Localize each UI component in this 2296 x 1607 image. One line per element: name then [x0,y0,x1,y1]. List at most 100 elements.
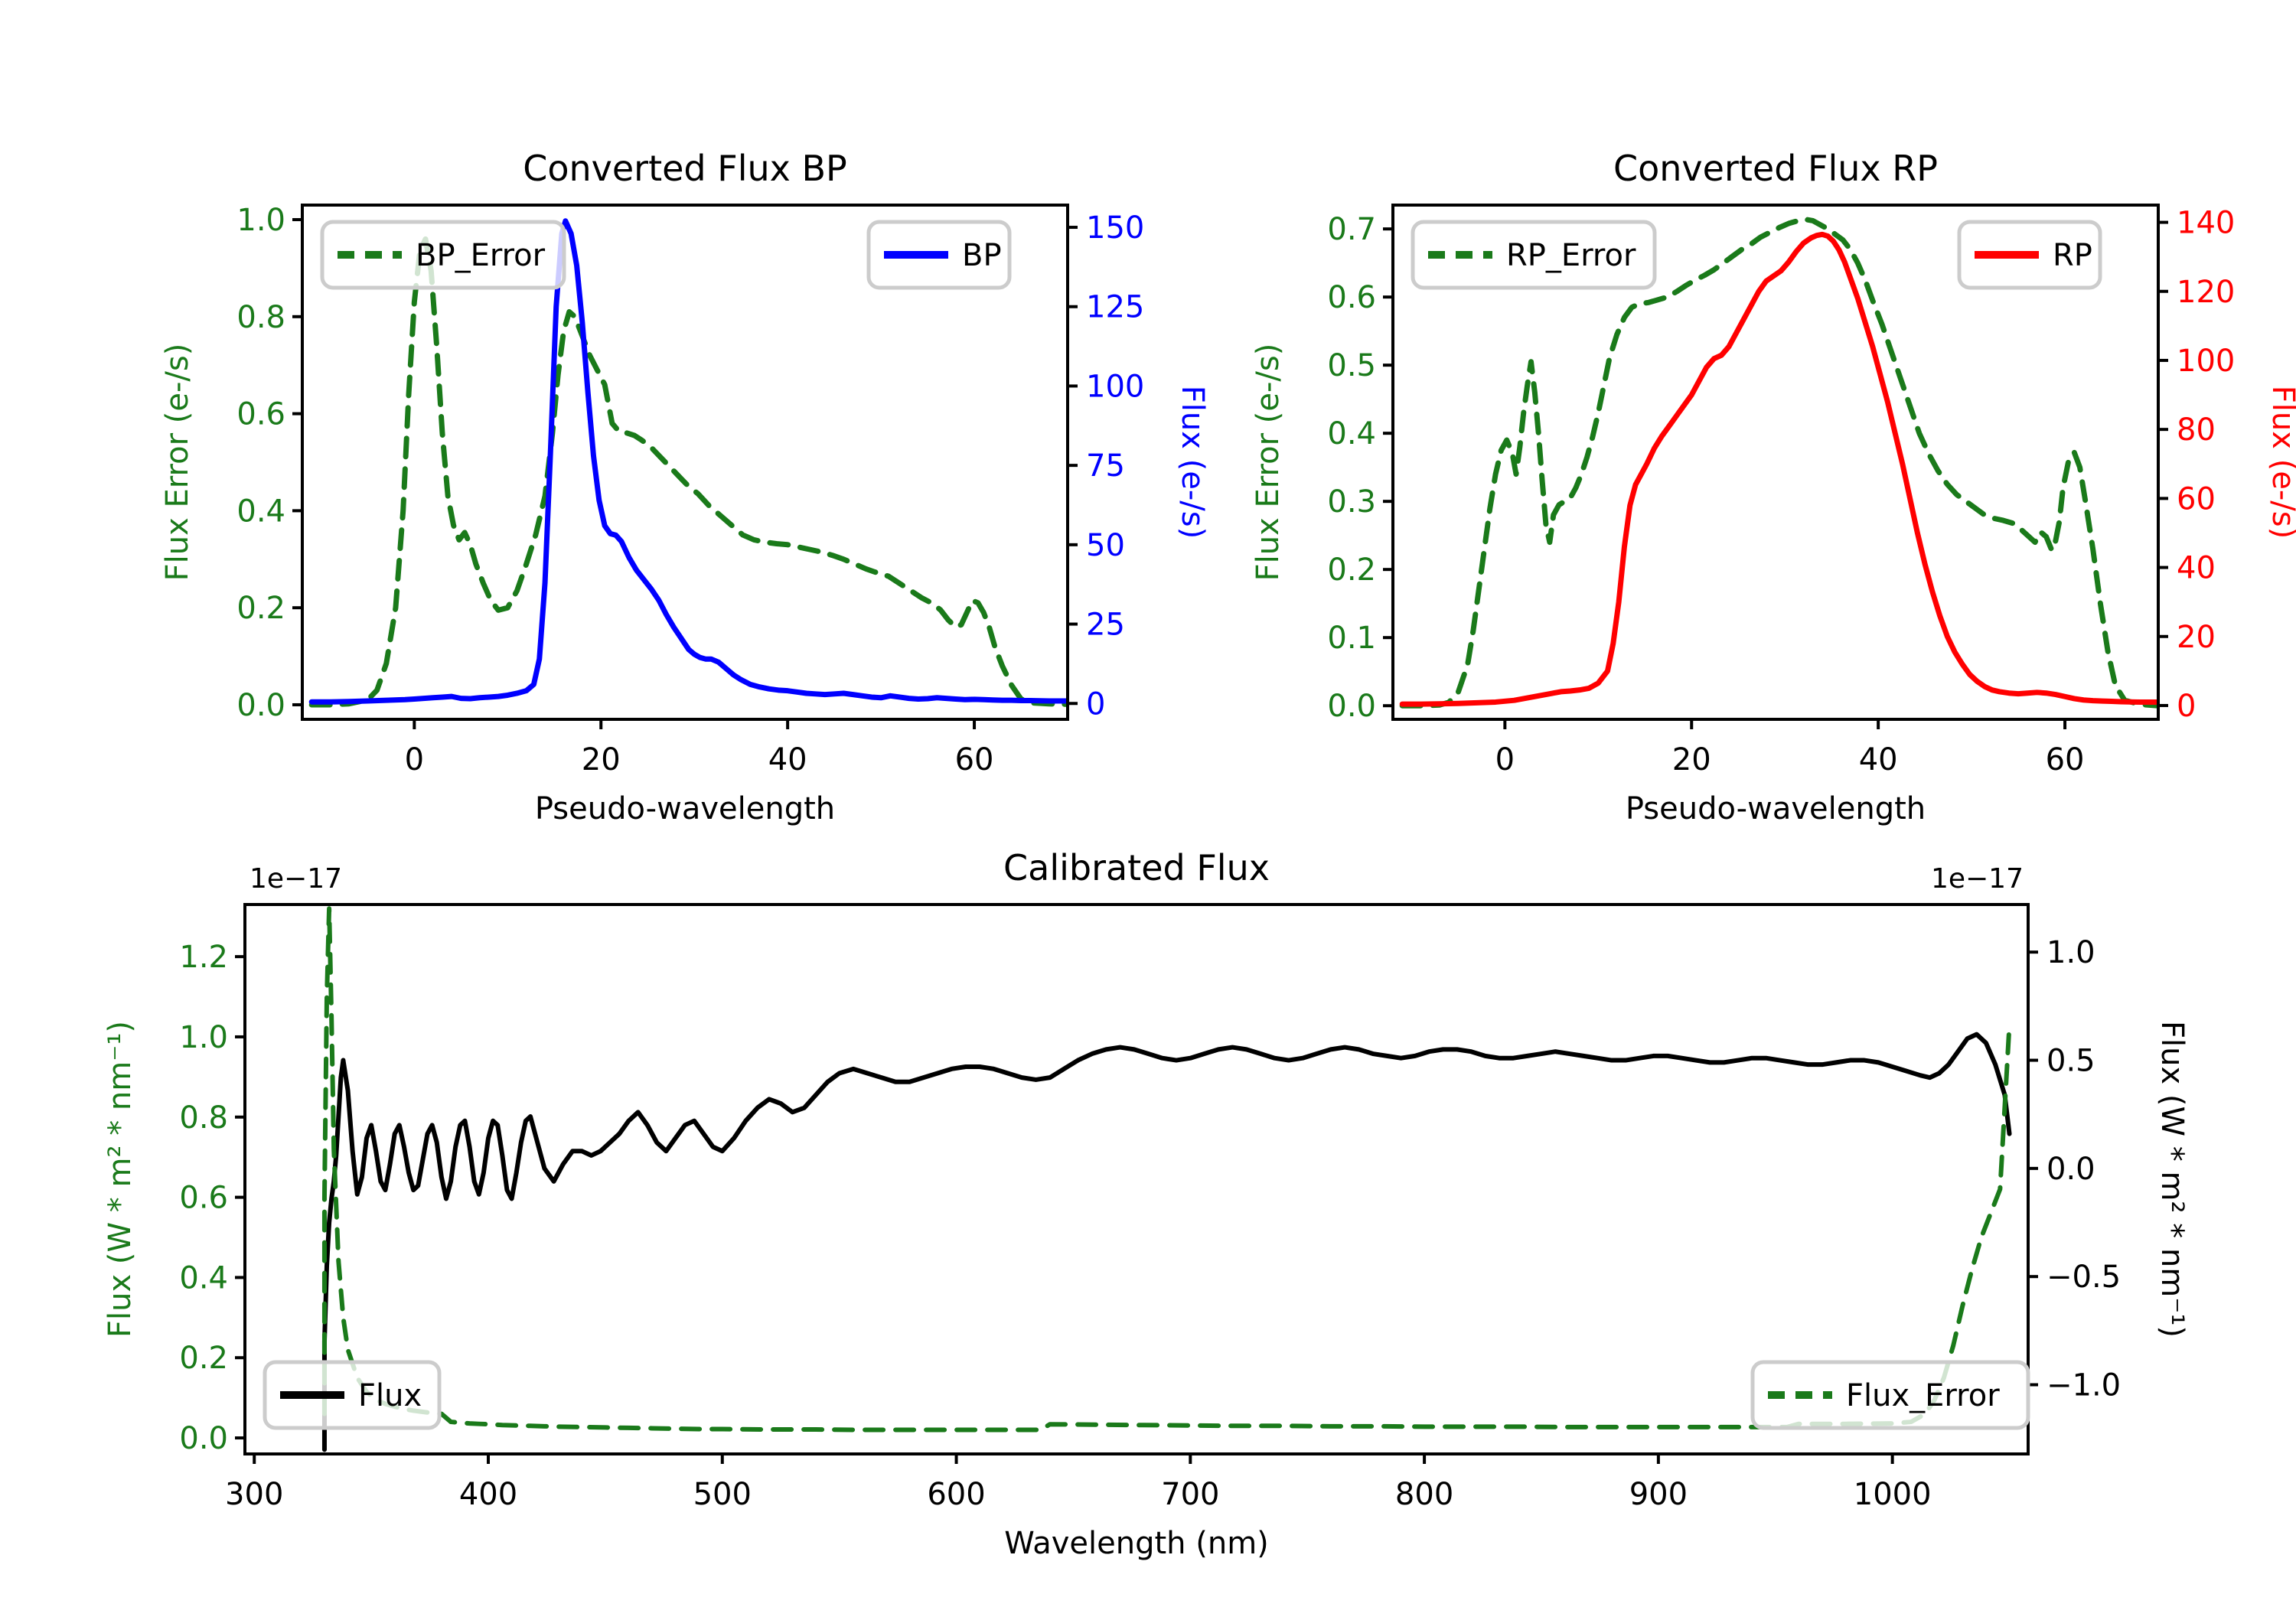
y2-tick-label: 120 [2177,275,2235,310]
y-tick-label: 0.5 [1327,348,1376,383]
axes-frame-calibrated [243,903,2030,1455]
y-tick-label: 1.0 [179,1020,228,1055]
y2-axis-label-bp: Flux (e-/s) [1175,386,1210,539]
y2-tick-label: 50 [1086,528,1125,563]
series-rp_error [1399,217,2158,709]
y-tick-label: 0.6 [179,1181,228,1216]
x-tick-label: 900 [1629,1477,1688,1512]
y2-tick-label: 0.5 [2047,1044,2095,1079]
x-tick-label: 40 [1859,742,1898,777]
series-bp [308,218,1068,705]
y-tick-label: 0.6 [236,397,285,432]
y-tick-label: 0.6 [1327,280,1376,315]
y-tick-label: 0.2 [236,591,285,626]
chart-title-bp: Converted Flux BP [523,148,847,189]
x-axis-label-bp: Pseudo-wavelength [535,791,835,826]
series-rp [1399,231,2158,707]
y2-tick-label: 100 [1086,369,1144,404]
x-tick-label: 20 [1672,742,1711,777]
y-tick-label: 0.8 [236,300,285,335]
legend-flux-error-label: Flux_Error [1846,1378,2000,1413]
legend-flux-error-box [1750,1360,2030,1430]
y-axis-label-rp: Flux Error (e-/s) [1251,344,1286,582]
y2-tick-label: 25 [1086,608,1125,643]
legend-rp-error-box [1411,220,1657,290]
x-tick-label: 60 [2046,742,2085,777]
y-tick-label: 0.3 [1327,484,1376,520]
x-tick-label: 1000 [1854,1477,1932,1512]
y2-tick-label: 125 [1086,290,1144,325]
legend-rp-error-label: RP_Error [1506,238,1636,273]
y2-axis-label-rp: Flux (e-/s) [2265,386,2296,539]
y-tick-label: 0.2 [179,1341,228,1376]
y-tick-label: 0.1 [1327,621,1376,656]
y-tick-label: 1.2 [179,940,228,975]
y-tick-label: 0.4 [1327,416,1376,451]
y-axis-label-bp: Flux Error (e-/s) [160,344,195,582]
y2-tick-label: 0 [1086,686,1105,722]
x-tick-label: 700 [1161,1477,1219,1512]
y2-tick-label: 0 [2177,689,2196,724]
plot-area-bp [308,218,1068,708]
x-tick-label: 300 [225,1477,283,1512]
x-tick-label: 600 [927,1477,985,1512]
x-tick-label: 0 [1495,742,1515,777]
axes-frame-bp [301,204,1069,721]
y2-tick-label: 0.0 [2047,1152,2095,1187]
legend-rp-label: RP [2053,238,2092,273]
axes-frame-rp [1391,204,2160,721]
x-tick-label: 60 [955,742,994,777]
x-axis-label-rp: Pseudo-wavelength [1626,791,1926,826]
axes-rp: Converted Flux RP 0 20 40 60 Pseudo-wavelengt… [1251,148,2296,826]
y2-tick-label: 20 [2177,620,2216,655]
legend-bp[interactable]: BP [866,220,1012,290]
axes-calibrated: Calibrated Flux 1e−17 1e−17 300 400 500 600 700… [103,847,2190,1561]
legend-bp-error-box [320,220,566,290]
left-offset-text-calibrated: 1e−17 [249,863,342,895]
legend-rp-error[interactable]: RP_Error [1411,220,1657,290]
chart-title-rp: Converted Flux RP [1613,148,1938,189]
y2-tick-label: 80 [2177,412,2216,448]
axes-bp: Converted Flux BP 0 20 40 60 Pseudo-wavelengt… [160,148,1210,826]
y2-tick-label: −0.5 [2047,1260,2121,1295]
series-bp_error [308,236,1068,708]
legend-flux-box [263,1360,442,1430]
x-tick-label: 0 [405,742,424,777]
y-tick-label: 0.4 [236,494,285,529]
y-tick-label: 0.4 [179,1260,228,1296]
legend-rp[interactable]: RP [1957,220,2102,290]
legend-bp-error-label: BP_Error [416,238,546,273]
right-offset-text-calibrated: 1e−17 [1931,863,2024,895]
y-tick-label: 0.7 [1327,212,1376,247]
plot-area-rp [1399,217,2158,709]
legend-flux-error[interactable]: Flux_Error [1750,1360,2030,1430]
y-tick-label: 0.8 [179,1100,228,1136]
y2-tick-label: −1.0 [2047,1368,2121,1403]
legend-flux[interactable]: Flux [263,1360,442,1430]
legend-flux-label: Flux [358,1378,422,1413]
y2-tick-label: 75 [1086,448,1125,484]
y2-tick-label: 100 [2177,344,2235,379]
legend-bp-error[interactable]: BP_Error [320,220,566,290]
y-tick-label: 0.0 [236,688,285,723]
y-tick-label: 0.0 [1327,689,1376,724]
chart-title-calibrated: Calibrated Flux [1003,847,1270,888]
y2-tick-label: 40 [2177,551,2216,586]
y-tick-label: 1.0 [236,203,285,238]
x-axis-label-calibrated: Wavelength (nm) [1004,1526,1269,1561]
x-tick-label: 400 [459,1477,517,1512]
y2-tick-label: 60 [2177,481,2216,517]
x-tick-label: 40 [768,742,807,777]
y2-tick-label: 150 [1086,210,1144,246]
legend-bp-label: BP [962,238,1002,273]
x-tick-label: 800 [1395,1477,1453,1512]
y2-tick-label: 1.0 [2047,935,2095,970]
x-tick-label: 500 [693,1477,752,1512]
x-tick-label: 20 [582,742,621,777]
y2-tick-label: 140 [2177,206,2235,241]
y-tick-label: 0.0 [179,1421,228,1456]
y-tick-label: 0.2 [1327,553,1376,588]
series-flux_error [321,906,2012,1433]
y2-axis-label-calibrated: Flux (W * m² * nm⁻¹) [2154,1021,2190,1338]
